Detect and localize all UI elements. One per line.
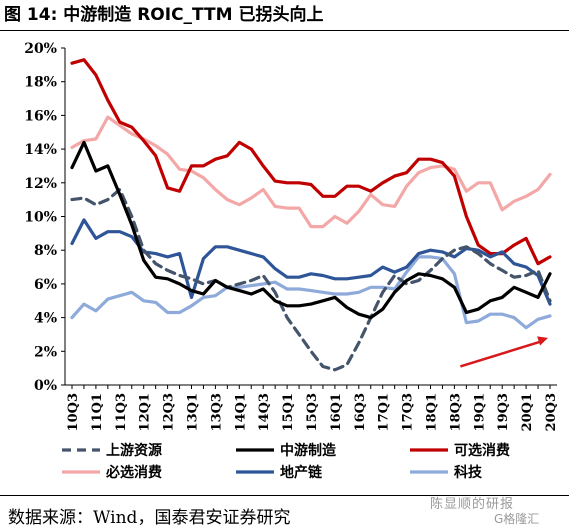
x-tick-label: 14Q1 (233, 393, 248, 431)
x-tick-label: 12Q1 (138, 393, 153, 431)
y-tick-label: 10% (24, 210, 57, 226)
y-tick-label: 4% (34, 311, 57, 327)
y-tick-label: 2% (34, 344, 57, 360)
watermark-text: 陈显顺的研报 (430, 497, 515, 512)
x-tick-label: 18Q1 (425, 393, 440, 431)
y-tick-label: 12% (24, 176, 57, 192)
x-tick-label: 18Q3 (448, 393, 463, 431)
x-tick-label: 13Q3 (209, 393, 224, 431)
y-tick-label: 16% (24, 108, 57, 124)
figure-title: 图 14: 中游制造 ROIC_TTM 已拐头向上 (4, 5, 324, 25)
series-line-3 (70, 58, 552, 266)
x-tick-label: 17Q1 (377, 393, 392, 431)
watermark-logo: G格隆汇 (494, 512, 540, 526)
source-note: 数据来源：Wind，国泰君安证券研究 (8, 508, 291, 528)
y-axis-ticks: 0% 2% 4% 6% 8% 10% 12% 14% 16% 18% 20% (24, 41, 65, 394)
arrow-shaft (460, 340, 541, 368)
legend-label-6: 科技 (454, 464, 483, 481)
x-tick-label: 14Q3 (257, 393, 272, 431)
y-tick-label: 0% (34, 378, 57, 394)
y-tick-label: 20% (24, 41, 57, 57)
x-tick-label: 17Q3 (401, 393, 416, 431)
legend-label-5: 地产链 (280, 464, 323, 481)
arrow-head (537, 336, 548, 346)
x-tick-label: 19Q1 (472, 393, 487, 431)
series-line-4 (70, 115, 552, 229)
series-line-2 (70, 140, 552, 320)
x-tick-label: 16Q1 (329, 393, 344, 431)
x-tick-label: 10Q3 (66, 393, 81, 431)
x-tick-label: 11Q1 (90, 393, 105, 431)
x-tick-label: 13Q1 (186, 393, 201, 431)
x-tick-label: 20Q3 (544, 393, 559, 431)
series-line-1 (70, 187, 552, 372)
y-tick-label: 18% (24, 75, 57, 91)
legend-label-3: 可选消费 (454, 442, 510, 459)
line-chart: 0% 2% 4% 6% 8% 10% 12% 14% 16% 18% 20% 10Q3 11Q1 11Q… (24, 41, 559, 481)
chart-axes (64, 48, 557, 386)
legend-label-4: 必选消费 (105, 464, 162, 481)
legend-label-1: 上游资源 (106, 442, 162, 459)
y-tick-label: 8% (34, 243, 57, 259)
top-rule (0, 30, 569, 31)
x-axis-ticks: 10Q3 11Q1 11Q3 12Q1 12Q3 13Q1 13Q3 14Q1 14Q3 15Q1… (66, 385, 559, 431)
series-line-6 (70, 255, 552, 330)
x-tick-label: 12Q3 (162, 393, 177, 431)
bottom-rule (0, 495, 569, 496)
x-tick-label: 20Q1 (520, 393, 535, 431)
legend-label-2: 中游制造 (280, 442, 336, 459)
x-tick-label: 16Q3 (353, 393, 368, 431)
trend-arrow (460, 336, 548, 368)
y-tick-label: 6% (34, 277, 57, 293)
x-tick-label: 15Q1 (281, 393, 296, 431)
series-lines (70, 58, 552, 372)
x-tick-label: 15Q3 (305, 393, 320, 431)
x-tick-label: 19Q3 (496, 393, 511, 431)
x-tick-label: 11Q3 (114, 393, 129, 431)
series-line-5 (70, 218, 552, 306)
y-tick-label: 14% (24, 142, 57, 158)
